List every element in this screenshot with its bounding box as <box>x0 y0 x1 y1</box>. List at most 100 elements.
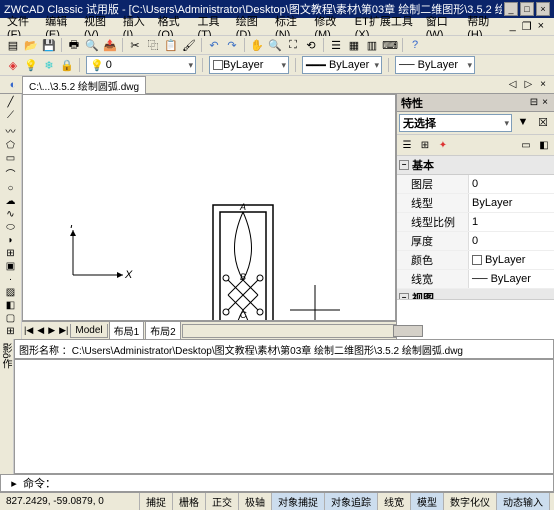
tab-layout2[interactable]: 布局2 <box>145 322 181 340</box>
calc-icon[interactable]: ⌨ <box>382 37 398 53</box>
crosshair-cursor <box>290 285 340 321</box>
door-drawing: A B C <box>208 200 278 321</box>
print-icon[interactable]: 🖶 <box>66 37 82 53</box>
quicksel-icon[interactable]: ▼ <box>515 114 531 130</box>
xline-icon[interactable]: ⟋ <box>3 110 19 121</box>
st-polar[interactable]: 极轴 <box>239 493 272 510</box>
close-button[interactable]: × <box>536 2 550 16</box>
prop-thickness-v[interactable]: 0 <box>469 232 554 250</box>
ellipse-icon[interactable]: ⬭ <box>3 222 19 233</box>
tcat5-icon[interactable]: ◧ <box>536 137 552 153</box>
circle-icon[interactable]: ○ <box>3 183 19 194</box>
st-otrack[interactable]: 对象追踪 <box>325 493 378 510</box>
undo-icon[interactable]: ↶ <box>206 37 222 53</box>
match-icon[interactable]: 🖌 <box>181 37 197 53</box>
panel-close-icon[interactable]: × <box>540 97 550 108</box>
doc-minimize-button[interactable]: _ <box>507 20 519 33</box>
maximize-button[interactable]: □ <box>520 2 534 16</box>
paste-icon[interactable]: 📋 <box>163 37 179 53</box>
selection-combo[interactable]: 无选择 <box>399 114 512 132</box>
tcat4-icon[interactable]: ▭ <box>518 137 534 153</box>
publish-icon[interactable]: 📤 <box>102 37 118 53</box>
prop-linetype-k: 线型 <box>397 194 469 212</box>
open-icon[interactable]: 📂 <box>23 37 39 53</box>
rect-icon[interactable]: ▭ <box>3 153 19 164</box>
block-icon[interactable]: ▣ <box>3 261 19 272</box>
st-dyn[interactable]: 动态输入 <box>497 493 550 510</box>
earc-icon[interactable]: ◗ <box>3 235 19 246</box>
st-osnap[interactable]: 对象捕捉 <box>272 493 325 510</box>
line-icon[interactable]: ╱ <box>3 97 19 108</box>
hatch-icon[interactable]: ▨ <box>3 287 19 298</box>
st-lwt[interactable]: 线宽 <box>378 493 411 510</box>
layout-last-icon[interactable]: ▶| <box>57 325 70 336</box>
prop-lweight-v[interactable]: ── ByLayer <box>469 270 554 288</box>
table-icon[interactable]: ⊞ <box>3 326 19 337</box>
layout-first-icon[interactable]: |◀ <box>22 325 35 336</box>
color-combo[interactable]: ByLayer <box>209 56 289 74</box>
group-view[interactable]: −视图 <box>397 289 554 299</box>
tpal-icon[interactable]: ▥ <box>364 37 380 53</box>
tab-model[interactable]: Model <box>70 324 107 338</box>
panel-pin-icon[interactable]: ⊟ <box>528 97 540 108</box>
polygon-icon[interactable]: ⬠ <box>3 140 19 151</box>
lweight-combo[interactable]: ── ByLayer <box>395 56 475 74</box>
insert-icon[interactable]: ⊞ <box>3 248 19 259</box>
linetype-combo[interactable]: ━━━ ByLayer <box>302 56 382 74</box>
tcat3-icon[interactable]: ✦ <box>435 137 451 153</box>
props-icon[interactable]: ☰ <box>328 37 344 53</box>
save-icon[interactable]: 💾 <box>41 37 57 53</box>
doc-restore-button[interactable]: ❐ <box>519 20 535 33</box>
zoom-prev-icon[interactable]: ⟲ <box>303 37 319 53</box>
copy-icon[interactable]: ⿻ <box>145 37 161 53</box>
spline-icon[interactable]: ∿ <box>3 209 19 220</box>
cut-icon[interactable]: ✂ <box>127 37 143 53</box>
cmd-icon[interactable]: ▸ <box>6 475 22 491</box>
tab-close-icon[interactable]: × <box>536 79 550 90</box>
st-model[interactable]: 模型 <box>411 493 444 510</box>
prop-linetype-v[interactable]: ByLayer <box>469 194 554 212</box>
doc-close-button[interactable]: × <box>535 20 547 33</box>
zoom-icon[interactable]: 🔍 <box>267 37 283 53</box>
region-icon[interactable]: ▢ <box>3 313 19 324</box>
hscrollbar[interactable] <box>182 324 396 338</box>
redo-icon[interactable]: ↷ <box>224 37 240 53</box>
minimize-button[interactable]: _ <box>504 2 518 16</box>
dcenter-icon[interactable]: ▦ <box>346 37 362 53</box>
arc-icon[interactable]: ⌒ <box>3 166 19 181</box>
command-line[interactable]: ▸ 命令： <box>0 474 554 492</box>
zoom-win-icon[interactable]: ⛶ <box>285 37 301 53</box>
file-tab[interactable]: C:\...\3.5.2 绘制圆弧.dwg <box>22 76 146 94</box>
drawing-canvas[interactable]: X Y A B C <box>22 94 396 321</box>
st-ortho[interactable]: 正交 <box>206 493 239 510</box>
layer-combo[interactable]: 💡0 <box>86 56 196 74</box>
st-snap[interactable]: 捕捉 <box>140 493 173 510</box>
prop-layer-v[interactable]: 0 <box>469 175 554 193</box>
layers-icon[interactable]: ◈ <box>5 57 21 73</box>
lock-icon[interactable]: 🔒 <box>59 57 75 73</box>
bulb-icon[interactable]: 💡 <box>23 57 39 73</box>
tab-layout1[interactable]: 布局1 <box>109 322 145 340</box>
st-grid[interactable]: 栅格 <box>173 493 206 510</box>
st-tablet[interactable]: 数字化仪 <box>444 493 497 510</box>
revcloud-icon[interactable]: ☁ <box>3 196 19 207</box>
new-icon[interactable]: ▤ <box>5 37 21 53</box>
cmd-input[interactable] <box>60 477 549 489</box>
pan-icon[interactable]: ✋ <box>249 37 265 53</box>
layout-next-icon[interactable]: ▶ <box>46 325 57 336</box>
preview-icon[interactable]: 🔍 <box>84 37 100 53</box>
tcat2-icon[interactable]: ⊞ <box>417 137 433 153</box>
prop-color-v[interactable]: ByLayer <box>469 251 554 269</box>
group-basic[interactable]: −基本 <box>397 156 554 175</box>
point-icon[interactable]: · <box>3 274 19 285</box>
tcat1-icon[interactable]: ☰ <box>399 137 415 153</box>
gradient-icon[interactable]: ◧ <box>3 300 19 311</box>
help-icon[interactable]: ? <box>407 37 423 53</box>
pickadd-icon[interactable]: ☒ <box>535 114 551 130</box>
layout-prev-icon[interactable]: ◀ <box>35 325 46 336</box>
freeze-icon[interactable]: ❄ <box>41 57 57 73</box>
prop-ltscale-v[interactable]: 1 <box>469 213 554 231</box>
tab-next-icon[interactable]: ▷ <box>520 79 536 90</box>
tab-prev-icon[interactable]: ◁ <box>505 79 521 90</box>
pline-icon[interactable]: 〰 <box>3 123 19 138</box>
